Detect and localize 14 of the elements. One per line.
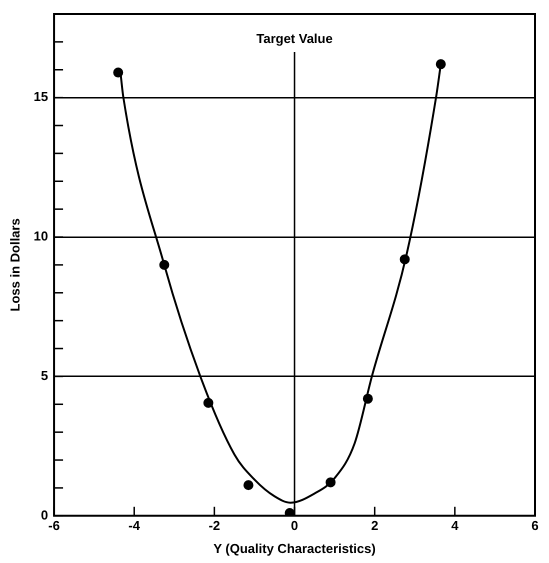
x-axis-title: Y (Quality Characteristics) [213, 540, 376, 556]
x-tick-label: -2 [208, 518, 220, 534]
ref-line-label: Target Value [256, 31, 333, 46]
x-tick-label: 2 [371, 518, 378, 534]
y-axis-title: Loss in Dollars [7, 218, 22, 312]
y-tick-label: 0 [40, 507, 48, 522]
x-tick-label: 6 [531, 518, 539, 534]
x-tick-label: -6 [48, 518, 60, 534]
x-tick-label: 0 [290, 518, 298, 534]
y-tick-label: 10 [34, 228, 48, 244]
y-tick-label: 15 [34, 89, 48, 104]
x-tick-label: -4 [128, 518, 141, 534]
x-tick-label: 4 [451, 518, 460, 534]
y-tick-label: 5 [40, 368, 48, 383]
